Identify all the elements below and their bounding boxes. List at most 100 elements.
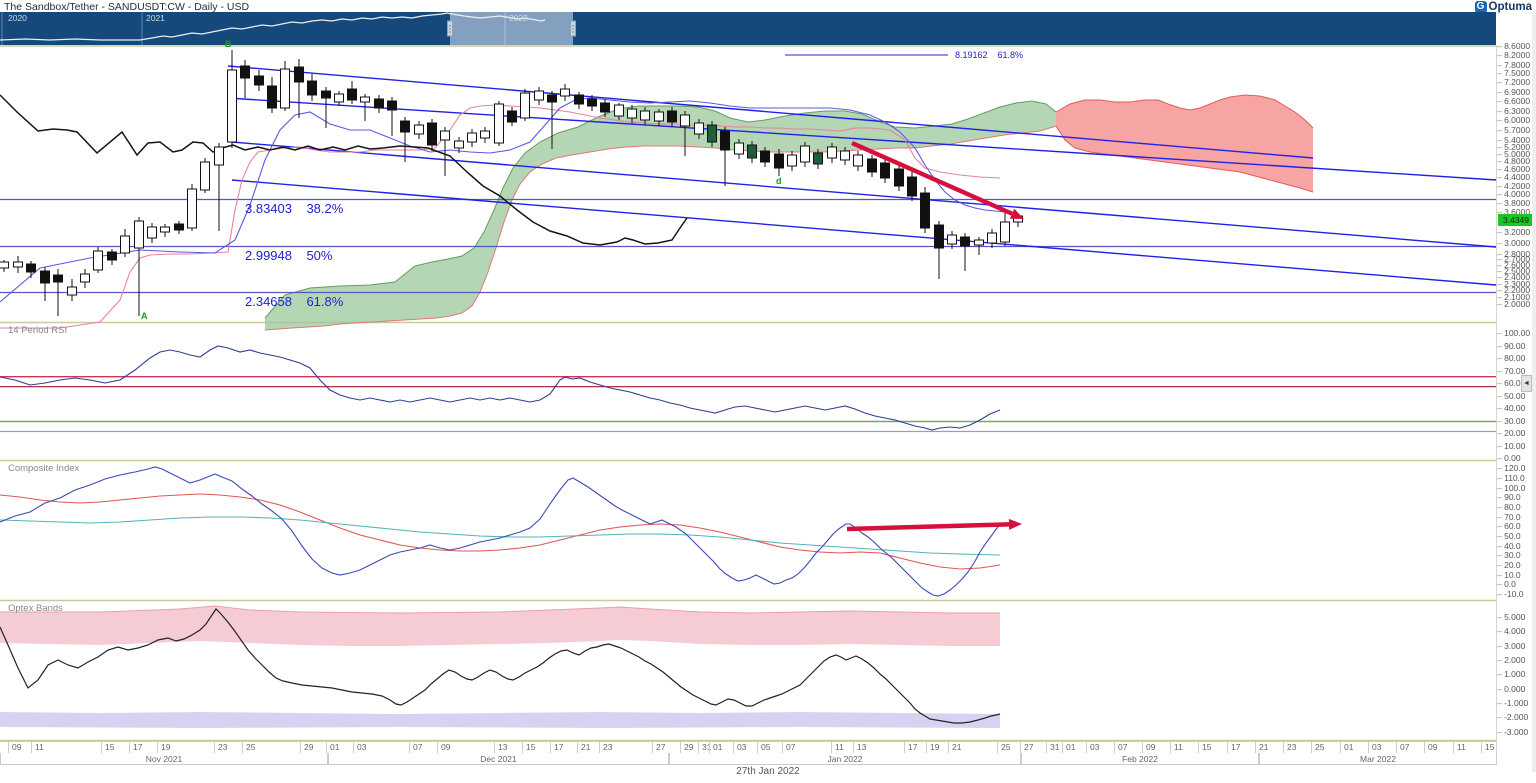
price-tick-label: – 3.2000 bbox=[1497, 227, 1530, 237]
rsi-tick-label: – 50.00 bbox=[1497, 391, 1525, 401]
tick-mark: – bbox=[1497, 248, 1502, 259]
price-tick-label: – 6.6000 bbox=[1497, 96, 1530, 106]
chart-title: The Sandbox/Tether - SANDUSDT:CW - Daily… bbox=[4, 1, 250, 13]
tick-mark: – bbox=[1497, 492, 1502, 503]
optex-tick-label-text: -3.000 bbox=[1501, 726, 1529, 737]
tick-mark: – bbox=[1497, 726, 1502, 737]
composite-tick-label-text: 120.0 bbox=[1501, 463, 1526, 474]
composite-tick-label-text: 60.0 bbox=[1501, 521, 1521, 532]
price-tick-label-text: 6.3000 bbox=[1501, 105, 1531, 116]
price-tick-label-text: 2.7000 bbox=[1501, 254, 1531, 265]
rsi-tick-label-text: 0.00 bbox=[1501, 453, 1521, 464]
date-axis-border bbox=[0, 741, 1497, 742]
tick-mark: – bbox=[1497, 353, 1502, 363]
composite-tick-label-text: 80.0 bbox=[1501, 502, 1521, 512]
date-day-cell: 03 bbox=[1086, 741, 1110, 753]
tick-mark: – bbox=[1497, 49, 1502, 60]
composite-tick-label: – 90.0 bbox=[1497, 492, 1521, 502]
candle-body bbox=[440, 130, 450, 141]
candle-body bbox=[13, 261, 23, 268]
price-tick-label-text: 3.8000 bbox=[1501, 198, 1531, 209]
date-day-cell: 11 bbox=[1170, 741, 1194, 753]
price-tick-label: – 4.4000 bbox=[1497, 172, 1530, 182]
date-day-cell bbox=[8, 741, 12, 753]
tick-mark: – bbox=[1497, 68, 1502, 79]
tick-mark: – bbox=[1497, 156, 1502, 167]
price-tick-label: – 4.6000 bbox=[1497, 164, 1530, 174]
date-day-cell: 29 bbox=[680, 741, 704, 753]
date-day-cell: 01 bbox=[709, 741, 733, 753]
candle-body bbox=[867, 158, 877, 173]
candle-body bbox=[960, 236, 970, 247]
price-tick-label: – 5.2000 bbox=[1497, 142, 1530, 152]
candle-body bbox=[720, 130, 730, 151]
price-tick-label-text: 8.6000 bbox=[1501, 40, 1531, 51]
composite-tick-label: – 50.0 bbox=[1497, 531, 1521, 541]
candle-body bbox=[107, 251, 117, 261]
price-tick-label-text: 5.7000 bbox=[1501, 125, 1531, 135]
tick-mark: – bbox=[1497, 285, 1502, 296]
price-tick-label-text: 8.2000 bbox=[1501, 49, 1531, 60]
tick-mark: – bbox=[1497, 105, 1502, 116]
wave-annotation-A: A bbox=[141, 311, 148, 321]
date-day-cell: 01 bbox=[326, 741, 350, 753]
price-tick-label-text: 6.6000 bbox=[1501, 96, 1531, 107]
price-tick-label-text: 4.4000 bbox=[1501, 172, 1531, 182]
fib-level-label: 3.83403 38.2% bbox=[245, 201, 344, 216]
optex-line bbox=[0, 608, 1001, 724]
composite-tick-label: – 60.0 bbox=[1497, 521, 1521, 531]
candle-body bbox=[40, 270, 50, 284]
candle-body bbox=[93, 250, 103, 271]
price-tick-label-text: 2.0000 bbox=[1501, 298, 1531, 309]
tick-mark: – bbox=[1497, 272, 1502, 283]
date-month-cell: Feb 2022 bbox=[1021, 753, 1259, 765]
wave-annotation-d: d bbox=[776, 176, 782, 186]
composite-tick-label: – -10.0 bbox=[1497, 589, 1523, 599]
price-tick-label: – 8.6000 bbox=[1497, 41, 1530, 51]
kijun-line bbox=[0, 104, 1001, 329]
price-tick-label-text: 2.1000 bbox=[1501, 292, 1531, 302]
composite-tick-label-text: 40.0 bbox=[1501, 540, 1521, 551]
price-tick-label: – 2.0000 bbox=[1497, 299, 1530, 309]
tick-mark: – bbox=[1497, 378, 1502, 389]
candle-body bbox=[267, 85, 277, 109]
date-day-cell: 07 bbox=[1396, 741, 1420, 753]
price-tick-label-text: 3.6000 bbox=[1501, 207, 1531, 218]
optex-tick-label-text: -2.000 bbox=[1501, 712, 1529, 723]
price-tick-label: – 6.9000 bbox=[1497, 87, 1530, 97]
collapse-panel-button[interactable]: ◄ bbox=[1521, 375, 1532, 392]
trend-channel-line bbox=[227, 65, 1314, 159]
navigator-handle-grip bbox=[572, 31, 574, 33]
date-day-cell: 03 bbox=[733, 741, 757, 753]
right-scroll-strip bbox=[1532, 12, 1536, 772]
tick-mark: – bbox=[1497, 189, 1502, 199]
rsi-tick-label-text: 80.00 bbox=[1501, 353, 1526, 363]
date-day-cell: 21 bbox=[1255, 741, 1279, 753]
close-line bbox=[0, 94, 688, 246]
tick-mark: – bbox=[1497, 198, 1502, 209]
price-tick-label: – 2.8000 bbox=[1497, 249, 1530, 259]
candle-body bbox=[614, 104, 624, 117]
rsi-tick-label: – 10.00 bbox=[1497, 441, 1525, 451]
tick-mark: – bbox=[1497, 172, 1502, 182]
tick-mark: – bbox=[1497, 164, 1502, 174]
tick-mark: – bbox=[1497, 569, 1502, 580]
date-day-cell: 13 bbox=[853, 741, 877, 753]
rsi-tick-label: – 100.00 bbox=[1497, 328, 1530, 338]
date-day-cell: 09 bbox=[1142, 741, 1166, 753]
tick-mark: – bbox=[1497, 237, 1502, 248]
rsi-tick-label-text: 50.00 bbox=[1501, 390, 1526, 401]
rsi-tick-label: – 30.00 bbox=[1497, 416, 1525, 426]
tick-mark: – bbox=[1497, 298, 1502, 309]
optex-upper-band-edge bbox=[0, 605, 1000, 614]
date-day-cell: 11 bbox=[831, 741, 855, 753]
navigator-handle-grip bbox=[572, 25, 574, 27]
optuma-logo-icon: G bbox=[1474, 0, 1487, 13]
rsi-tick-label-text: 40.00 bbox=[1501, 403, 1526, 414]
price-trend-arrow-head bbox=[1009, 208, 1024, 219]
rsi-tick-label: – 60.00 bbox=[1497, 378, 1525, 388]
tick-mark: – bbox=[1497, 86, 1502, 97]
tick-mark: – bbox=[1497, 260, 1502, 271]
price-tick-label: – 3.6000 bbox=[1497, 207, 1530, 217]
